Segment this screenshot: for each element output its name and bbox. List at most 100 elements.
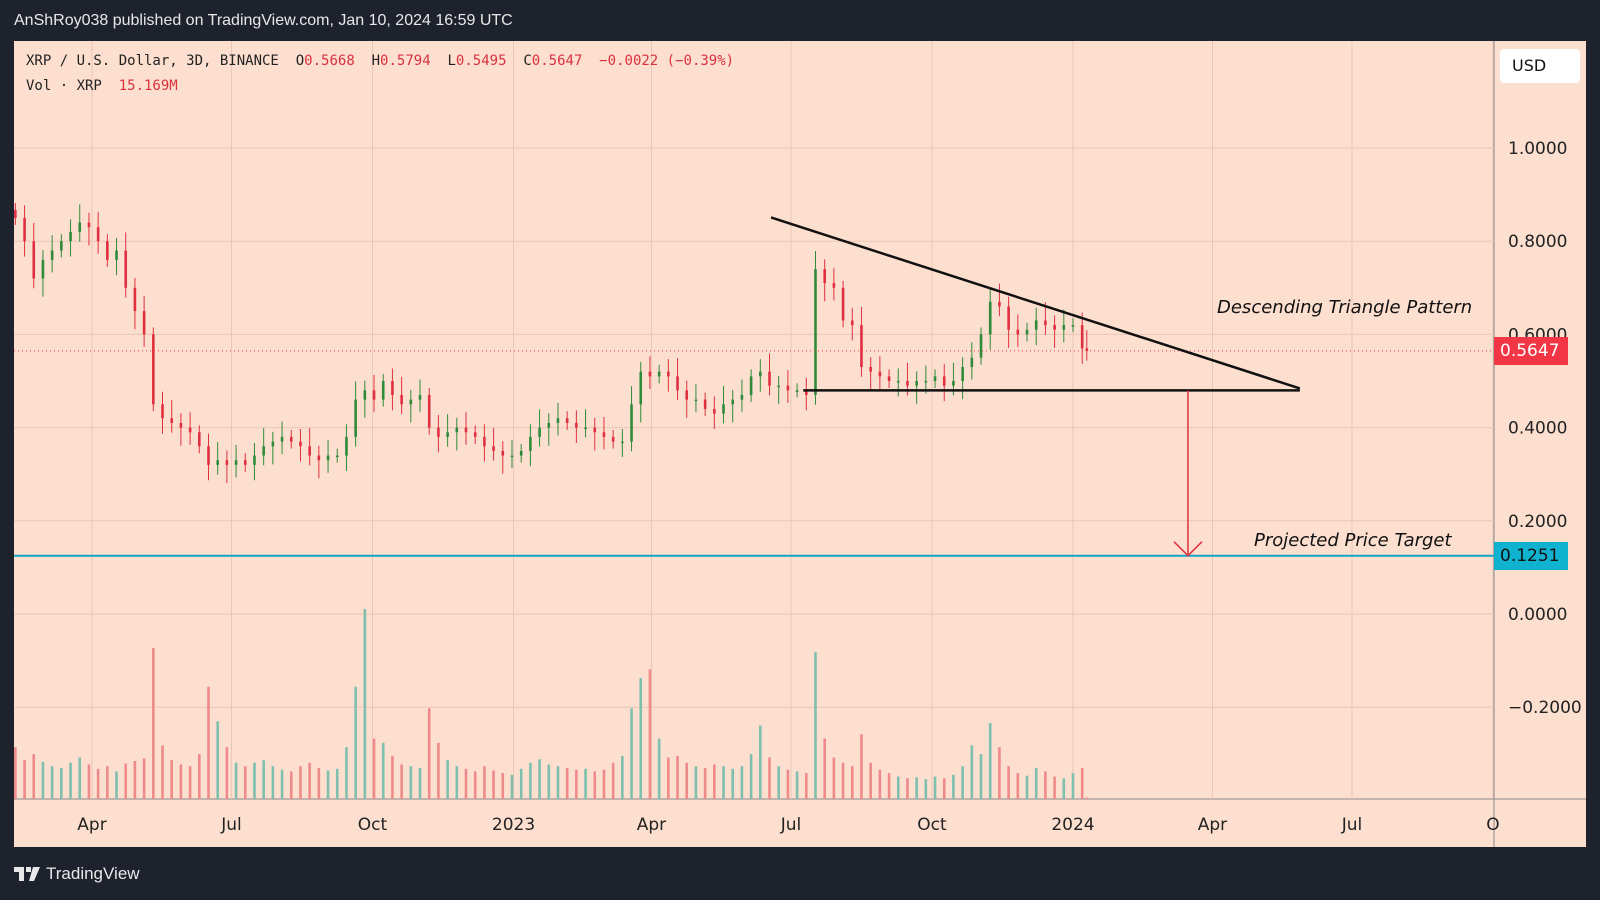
volume-bar [32, 754, 36, 799]
volume-bar [253, 762, 256, 799]
volume-bar [234, 762, 238, 799]
volume-bar [786, 769, 790, 799]
candle-body [804, 390, 808, 395]
tradingview-logo[interactable]: TradingView [14, 864, 140, 884]
candle-body [639, 371, 643, 405]
candle-body [225, 460, 229, 465]
volume-bar [1044, 771, 1047, 799]
volume-bar [96, 768, 100, 799]
x-tick-label: Oct [358, 815, 388, 835]
volume-label[interactable]: Vol · XRP [26, 78, 102, 94]
volume-bar [961, 766, 964, 799]
volume-bar [464, 768, 468, 799]
candle-body [667, 371, 670, 377]
volume-bar [630, 708, 633, 799]
target-annotation[interactable]: Projected Price Target [1254, 530, 1452, 551]
volume-bar [703, 767, 707, 799]
candle-body [611, 436, 615, 442]
volume-bar [50, 766, 54, 799]
chart-frame[interactable] [14, 41, 1586, 847]
volume-bar [437, 742, 440, 799]
low-label: L [447, 53, 456, 69]
volume-bar [952, 774, 955, 799]
high-label: H [371, 53, 381, 69]
candle-body [437, 427, 440, 437]
volume-bar [1053, 776, 1056, 799]
pattern-annotation[interactable]: Descending Triangle Pattern [1217, 297, 1473, 318]
candle-body [142, 311, 146, 335]
candle-body [979, 334, 983, 358]
volume-bar [363, 609, 367, 799]
candle-body [289, 436, 293, 442]
candle-body [703, 399, 707, 409]
candle-body [483, 436, 486, 447]
candle-body [1025, 329, 1029, 335]
y-tick-label: 1.0000 [1508, 139, 1567, 159]
candle-body [1034, 320, 1038, 330]
volume-bar [611, 762, 615, 799]
symbol-label[interactable]: XRP / U.S. Dollar, 3D, BINANCE [26, 53, 279, 69]
candle-body [740, 394, 744, 400]
volume-bar [326, 770, 330, 799]
volume-bar [575, 769, 578, 799]
volume-bar [676, 755, 679, 799]
x-tick-label: 2024 [1051, 815, 1094, 835]
x-tick-label: Jul [220, 815, 242, 835]
close-value: 0.5647 [531, 53, 583, 69]
candle-body [216, 460, 219, 465]
candle-body [299, 441, 302, 447]
candle-body [418, 394, 422, 400]
candle-body [170, 418, 174, 423]
volume-bar [409, 766, 413, 799]
volume-bar [795, 771, 799, 799]
volume-bar [345, 747, 348, 799]
candle-body [1016, 329, 1020, 335]
volume-bar [749, 754, 753, 799]
volume-bar [694, 766, 698, 799]
open-label: O [295, 53, 305, 69]
volume-bar [391, 755, 394, 799]
candle-body [427, 394, 431, 428]
volume-bar [841, 762, 845, 799]
volume-value: 15.169M [118, 78, 178, 94]
volume-bar [41, 761, 45, 799]
volume-bar [510, 774, 514, 799]
volume-bar [1007, 766, 1010, 799]
candle-body [795, 390, 799, 392]
x-tick-label: O [1486, 815, 1499, 835]
volume-bar [713, 764, 716, 799]
candle-body [768, 371, 771, 386]
logo-text: TradingView [46, 864, 140, 883]
x-tick-label: 2023 [492, 815, 535, 835]
candle-body [759, 371, 762, 377]
candle-body [78, 222, 82, 232]
volume-bar [933, 776, 937, 799]
volume-bar [115, 771, 118, 799]
volume-bar [170, 760, 174, 799]
volume-bar [1085, 797, 1089, 799]
candle-body [648, 371, 652, 377]
volume-bar [657, 738, 661, 799]
candle-body [575, 422, 578, 428]
currency-button[interactable]: USD [1500, 49, 1580, 83]
volume-bar [814, 652, 817, 799]
candle-body [354, 399, 357, 437]
candle-body [786, 385, 790, 391]
candle-body [501, 450, 505, 456]
volume-bar [1025, 775, 1029, 799]
candle-body [1062, 325, 1066, 330]
candle-body [271, 441, 275, 447]
tradingview-logo-icon [14, 867, 40, 881]
volume-bar [593, 771, 597, 799]
volume-bar [942, 778, 946, 799]
candle-body [32, 241, 36, 279]
candle-body [473, 432, 477, 437]
candle-body [869, 367, 872, 372]
candle-body [60, 241, 63, 251]
volume-bar [804, 773, 808, 799]
candle-body [841, 287, 845, 321]
volume-bar [483, 766, 486, 799]
volume-bar [887, 773, 891, 799]
candle-body [565, 418, 569, 423]
